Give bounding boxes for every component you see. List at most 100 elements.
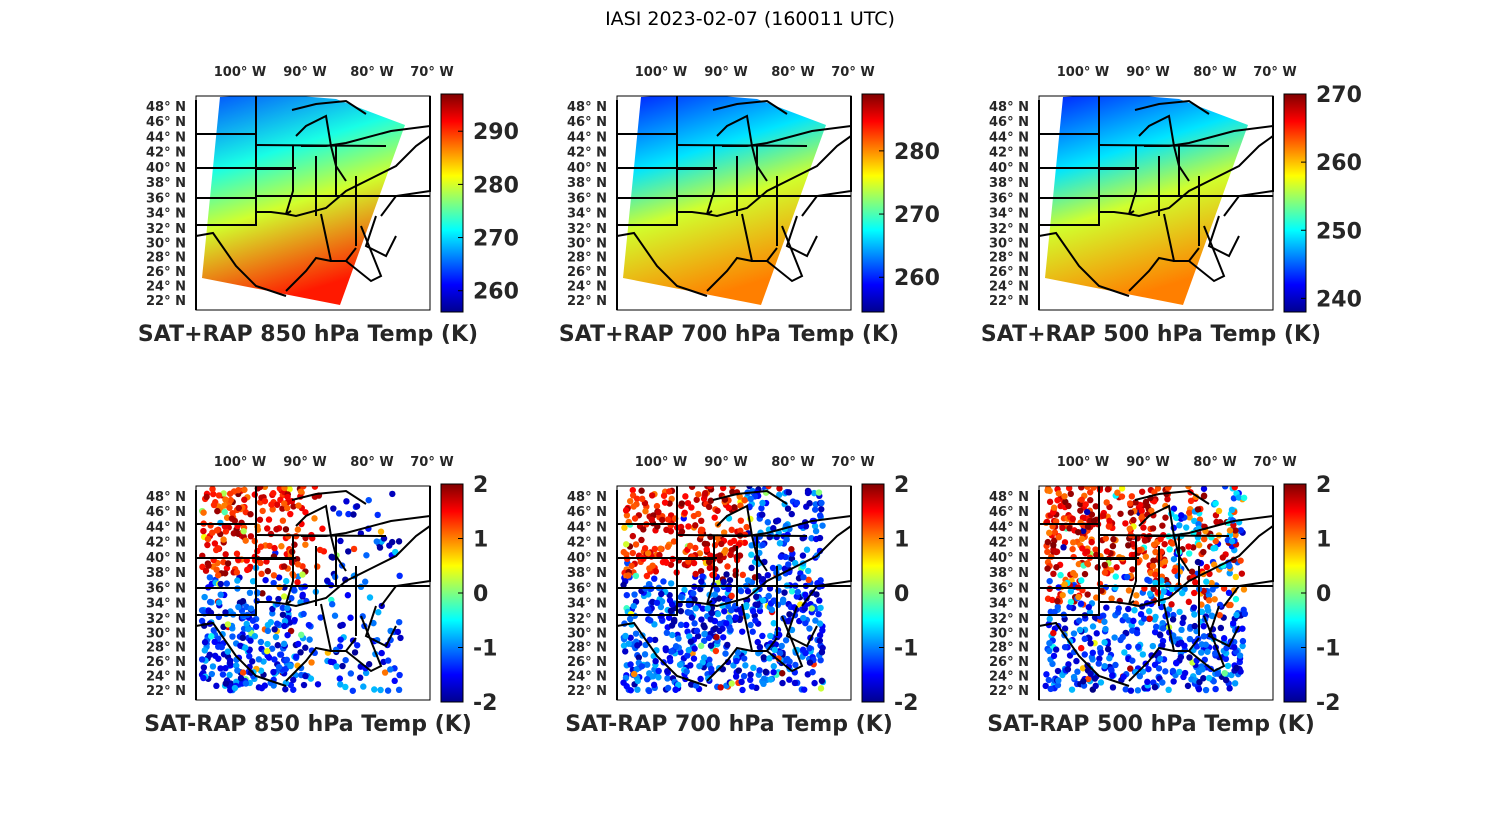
- data-point: [1089, 623, 1097, 630]
- data-point: [275, 663, 283, 671]
- data-point: [1179, 619, 1186, 627]
- data-point: [1209, 586, 1216, 593]
- map-frame: [1038, 95, 1274, 311]
- colorbar-tick-label: 2: [1316, 473, 1331, 498]
- data-point: [722, 547, 729, 554]
- state-border: [285, 146, 294, 215]
- data-point: [739, 628, 746, 635]
- data-point: [261, 497, 269, 505]
- data-point: [295, 640, 302, 648]
- data-point: [1161, 558, 1169, 565]
- data-point: [759, 511, 766, 518]
- map-frame: [616, 95, 852, 311]
- lat-tick-label: 32° N: [989, 612, 1029, 627]
- lat-tick-label: 36° N: [989, 581, 1029, 596]
- data-point: [271, 656, 278, 663]
- data-point: [760, 680, 767, 688]
- data-point: [343, 498, 350, 505]
- data-point: [1188, 568, 1196, 575]
- data-point: [392, 548, 399, 556]
- data-point: [1226, 527, 1234, 534]
- state-border: [1038, 621, 1130, 687]
- lon-tick-label: 70° W: [410, 455, 453, 470]
- data-point: [1169, 616, 1177, 623]
- data-point: [1112, 661, 1119, 669]
- data-point: [748, 551, 755, 558]
- data-point: [1075, 617, 1083, 624]
- data-point: [1070, 630, 1078, 637]
- data-point: [811, 522, 819, 530]
- data-point: [387, 666, 394, 673]
- state-border: [255, 196, 292, 216]
- data-point: [747, 676, 754, 684]
- data-point: [1159, 642, 1166, 649]
- data-point: [1199, 666, 1206, 673]
- data-point: [664, 668, 671, 675]
- state-border: [1128, 525, 1274, 608]
- data-point: [818, 677, 826, 685]
- lat-tick-label: 48° N: [146, 490, 186, 505]
- data-point: [770, 525, 777, 532]
- data-point: [317, 614, 324, 621]
- data-point: [739, 571, 747, 579]
- data-point: [688, 681, 695, 688]
- data-point: [677, 621, 685, 629]
- data-point: [788, 510, 795, 518]
- data-point: [1129, 627, 1136, 634]
- data-point: [223, 580, 231, 587]
- data-point: [703, 541, 711, 548]
- data-point: [764, 571, 772, 579]
- data-point: [771, 646, 778, 654]
- data-point: [1067, 490, 1074, 498]
- state-border: [1163, 213, 1200, 262]
- data-point: [229, 633, 236, 640]
- data-point: [1219, 554, 1227, 561]
- lon-tick-label: 100° W: [635, 65, 688, 80]
- data-point: [794, 588, 802, 596]
- data-point: [655, 667, 662, 675]
- data-point: [735, 667, 743, 674]
- data-point: [808, 605, 815, 612]
- state-border: [1038, 231, 1130, 297]
- data-point: [1122, 612, 1129, 620]
- data-point: [1046, 615, 1053, 623]
- data-point: [621, 524, 628, 531]
- data-point: [1087, 496, 1094, 504]
- lon-tick-label: 100° W: [214, 65, 267, 80]
- data-point: [754, 638, 761, 646]
- colorbar-tick-label: -1: [1316, 637, 1340, 662]
- data-point: [688, 504, 695, 511]
- lat-tick-label: 38° N: [567, 566, 607, 581]
- data-point: [211, 652, 219, 659]
- data-point: [332, 646, 340, 654]
- data-point: [1214, 670, 1221, 677]
- data-point: [391, 677, 398, 685]
- data-point: [1151, 628, 1159, 636]
- data-point: [1224, 662, 1232, 670]
- data-point: [1191, 622, 1198, 630]
- data-point: [234, 577, 241, 584]
- colorbar-tick-label: 260: [894, 266, 940, 291]
- data-point: [722, 650, 729, 657]
- data-point: [297, 649, 304, 656]
- state-border: [1128, 135, 1274, 218]
- data-point: [623, 591, 631, 599]
- colorbar: [440, 93, 464, 313]
- lat-tick-label: 46° N: [567, 505, 607, 520]
- data-point: [774, 517, 782, 524]
- data-point: [635, 654, 643, 661]
- data-point: [756, 667, 763, 674]
- data-point: [765, 592, 772, 600]
- data-point: [760, 654, 767, 661]
- lat-tick-label: 38° N: [989, 566, 1029, 581]
- data-point: [331, 612, 339, 619]
- state-border: [291, 99, 367, 115]
- data-point: [1162, 576, 1170, 584]
- colorbar-tick-label: 250: [1316, 219, 1362, 244]
- data-point: [1120, 673, 1127, 680]
- data-point: [627, 661, 634, 668]
- state-border: [364, 605, 397, 648]
- data-point: [1068, 686, 1076, 693]
- data-point: [1225, 601, 1233, 609]
- data-point: [247, 637, 254, 644]
